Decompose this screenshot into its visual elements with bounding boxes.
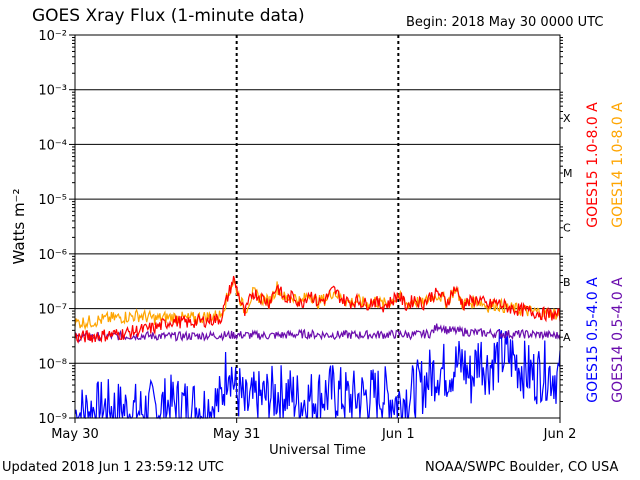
x-tick-label: May 30 — [51, 427, 99, 442]
x-axis-title: Universal Time — [269, 443, 366, 458]
flare-class-label: B — [563, 276, 571, 289]
y-tick-label: 10⁻³ — [38, 84, 67, 99]
y-tick-label: 10⁻² — [38, 29, 67, 44]
y-tick-label: 10⁻⁵ — [38, 193, 67, 208]
flare-class-label: M — [563, 167, 573, 180]
y-tick-label: 10⁻⁹ — [38, 412, 67, 427]
legend-entry: GOES15 1.0-8.0 A — [585, 102, 601, 228]
flare-class-label: A — [563, 331, 571, 344]
series-line-goes15-0-5-4-0-a — [74, 329, 561, 420]
flare-class-label: C — [563, 222, 571, 235]
plot-border — [74, 34, 561, 419]
legend-entry: GOES14 0.5-4.0 A — [610, 277, 626, 403]
x-tick-label: May 31 — [213, 427, 261, 442]
updated-timestamp: Updated 2018 Jun 1 23:59:12 UTC — [2, 460, 224, 475]
legend-entry: GOES14 1.0-8.0 A — [610, 102, 626, 228]
x-tick-label: Jun 1 — [381, 427, 415, 442]
series-line-goes14-0-5-4-0-a — [74, 323, 561, 343]
x-tick-label: Jun 2 — [543, 427, 577, 442]
y-tick-label: 10⁻⁶ — [38, 248, 67, 263]
credit-text: NOAA/SWPC Boulder, CO USA — [425, 460, 619, 475]
y-tick-label: 10⁻⁸ — [38, 357, 67, 372]
series-line-goes15-1-0-8-0-a — [74, 275, 561, 344]
begin-time: Begin: 2018 May 30 0000 UTC — [406, 15, 604, 30]
chart-title: GOES Xray Flux (1-minute data) — [32, 6, 305, 26]
y-tick-label: 10⁻⁴ — [38, 138, 67, 153]
y-axis-title: Watts m⁻² — [10, 189, 28, 265]
y-tick-label: 10⁻⁷ — [38, 303, 67, 318]
flare-class-label: X — [563, 112, 571, 125]
legend-entry: GOES15 0.5-4.0 A — [585, 277, 601, 403]
